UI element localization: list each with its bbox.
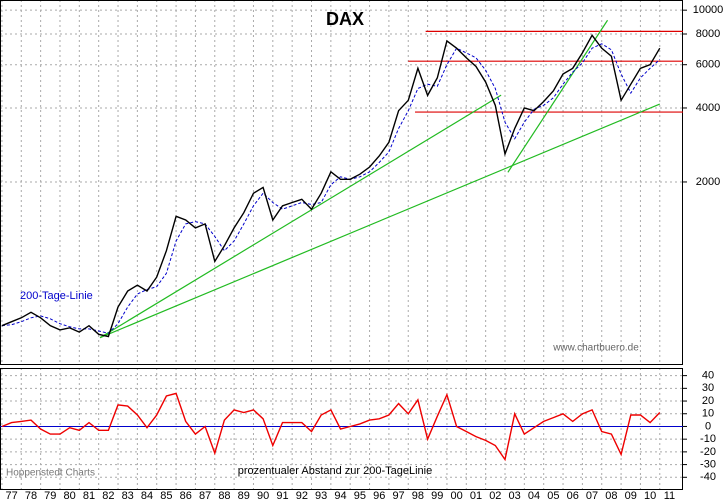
x-tick-label: 98	[412, 490, 424, 502]
panel-title: prozentualer Abstand zur 200-TageLinie	[238, 465, 432, 477]
y-tick-label: -10	[700, 433, 716, 445]
y-tick-label: 40	[702, 370, 714, 382]
y-tick-label: 6000	[696, 59, 720, 71]
x-tick-label: 86	[180, 490, 192, 502]
x-tick-label: 77	[5, 490, 17, 502]
data-line	[1, 43, 661, 334]
x-tick-label: 95	[354, 490, 366, 502]
x-tick-label: 01	[470, 490, 482, 502]
y-tick-label: -20	[700, 446, 716, 458]
x-tick-label: 10	[644, 490, 656, 502]
chart-title: DAX	[326, 9, 364, 29]
trend-line	[99, 103, 661, 339]
plot-frame	[0, 0, 683, 365]
x-tick-label: 00	[450, 490, 462, 502]
source-label: Hoppenstedt Charts	[6, 468, 95, 479]
x-tick-label: 78	[25, 490, 37, 502]
x-tick-label: 81	[83, 490, 95, 502]
x-tick-label: 92	[296, 490, 308, 502]
y-tick-label: -40	[700, 471, 716, 483]
x-tick-label: 04	[528, 490, 540, 502]
x-tick-label: 08	[605, 490, 617, 502]
y-tick-label: 10	[702, 408, 714, 420]
y-tick-label: 4000	[696, 102, 720, 114]
x-tick-label: 83	[122, 490, 134, 502]
y-tick-label: 2000	[696, 176, 720, 188]
x-tick-label: 94	[334, 490, 346, 502]
y-tick-label: 30	[702, 382, 714, 394]
x-tick-label: 85	[160, 490, 172, 502]
trend-line	[99, 94, 502, 339]
x-tick-label: 87	[199, 490, 211, 502]
plot-frame	[0, 368, 683, 490]
watermark: www.chartbuero.de	[552, 343, 639, 354]
x-tick-label: 09	[625, 490, 637, 502]
x-tick-label: 79	[44, 490, 56, 502]
x-tick-label: 07	[586, 490, 598, 502]
x-tick-label: 96	[373, 490, 385, 502]
y-tick-label: -30	[700, 458, 716, 470]
x-tick-label: 03	[509, 490, 521, 502]
y-tick-label: 8000	[696, 28, 720, 40]
y-tick-label: 10000	[693, 4, 723, 16]
x-tick-label: 05	[547, 490, 559, 502]
x-tick-label: 02	[489, 490, 501, 502]
y-tick-label: 0	[705, 420, 711, 432]
x-tick-label: 84	[141, 490, 153, 502]
x-tick-label: 06	[567, 490, 579, 502]
x-tick-label: 90	[257, 490, 269, 502]
x-tick-label: 88	[218, 490, 230, 502]
y-tick-label: 20	[702, 395, 714, 407]
x-tick-label: 89	[238, 490, 250, 502]
data-line	[1, 392, 661, 462]
trend-line	[507, 19, 609, 173]
data-line	[1, 34, 661, 338]
x-tick-label: 82	[102, 490, 114, 502]
x-tick-label: 80	[64, 490, 76, 502]
legend-label: 200-Tage-Linie	[20, 290, 93, 302]
x-tick-label: 99	[431, 490, 443, 502]
x-tick-label: 97	[392, 490, 404, 502]
x-tick-label: 91	[276, 490, 288, 502]
x-tick-label: 93	[315, 490, 327, 502]
x-tick-label: 11	[664, 490, 675, 502]
